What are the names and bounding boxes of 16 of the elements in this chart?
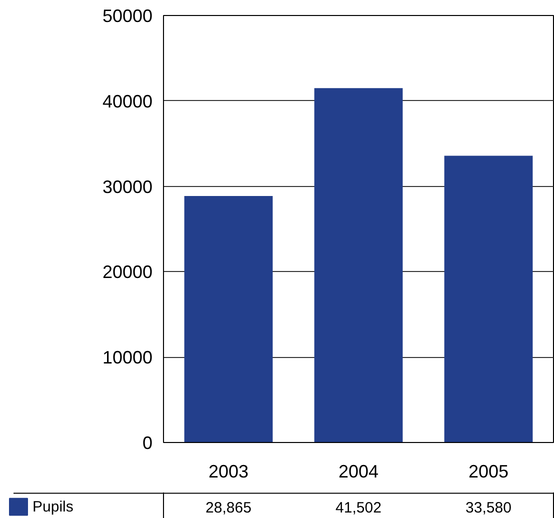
data-label: 28,865 <box>206 499 252 516</box>
x-tick-label: 2005 <box>468 462 509 482</box>
x-tick-label: 2003 <box>208 462 249 482</box>
bar <box>444 156 533 442</box>
y-tick-label: 20000 <box>102 262 153 282</box>
y-tick-label: 0 <box>142 433 153 453</box>
y-tick-label: 40000 <box>102 91 153 112</box>
legend-label: Pupils <box>32 498 74 516</box>
data-label: 41,502 <box>336 499 382 516</box>
y-tick-label: 10000 <box>102 348 153 368</box>
y-tick-label: 50000 <box>102 6 153 26</box>
data-label: 33,580 <box>466 499 512 516</box>
x-tick-label: 2004 <box>338 462 379 482</box>
bar <box>314 88 403 442</box>
bar <box>184 196 273 442</box>
y-tick-label: 30000 <box>102 176 153 197</box>
